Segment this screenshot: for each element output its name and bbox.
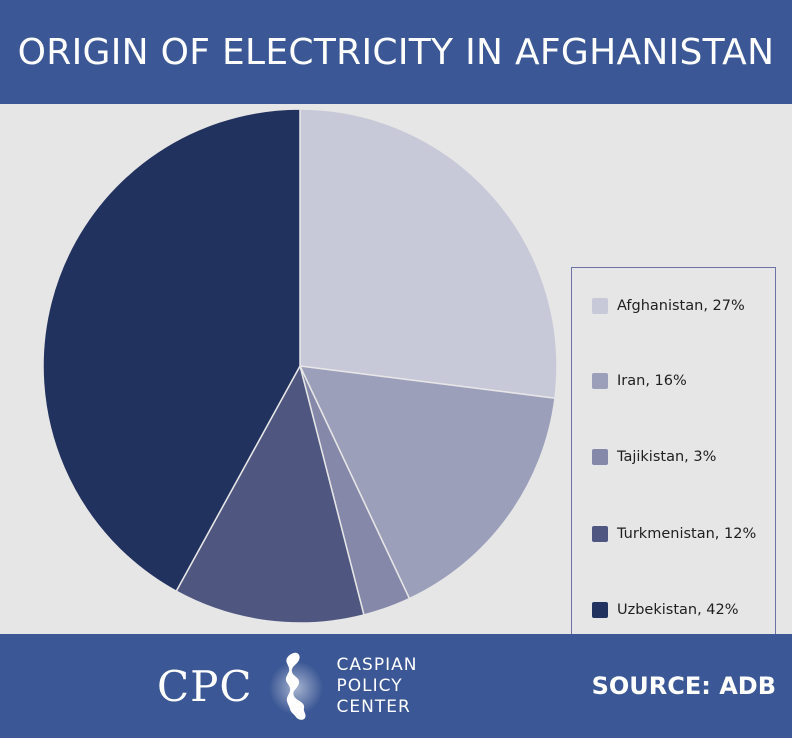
chart-area: Afghanistan, 27% Iran, 16% Tajikistan, 3… bbox=[0, 104, 792, 650]
footer-banner: CPC CASPIAN POLICY CENTER SOURCE: ADB bbox=[0, 634, 792, 738]
logo-letters: CPC bbox=[157, 661, 253, 711]
pie-slice-uzbekistan bbox=[42, 108, 301, 592]
legend-swatch bbox=[592, 298, 608, 314]
org-line-1: CASPIAN bbox=[336, 654, 418, 675]
legend-swatch bbox=[592, 526, 608, 542]
legend-label: Turkmenistan, 12% bbox=[617, 526, 757, 542]
source-label: SOURCE: ADB bbox=[591, 672, 776, 700]
pie-slice-iran bbox=[299, 365, 556, 600]
pie-chart bbox=[42, 108, 558, 624]
legend-swatch bbox=[592, 449, 608, 465]
legend-swatch bbox=[592, 602, 608, 618]
pie-slice-afghanistan bbox=[299, 108, 558, 399]
org-line-3: CENTER bbox=[336, 696, 411, 717]
org-line-2: POLICY bbox=[336, 675, 403, 696]
legend-label: Afghanistan, 27% bbox=[617, 298, 745, 314]
chart-title: ORIGIN OF ELECTRICITY IN AFGHANISTAN bbox=[17, 31, 775, 73]
legend-label: Iran, 16% bbox=[617, 373, 687, 389]
header-banner: ORIGIN OF ELECTRICITY IN AFGHANISTAN bbox=[0, 0, 792, 104]
legend: Afghanistan, 27% Iran, 16% Tajikistan, 3… bbox=[571, 267, 776, 650]
org-name: CASPIAN POLICY CENTER bbox=[337, 655, 418, 718]
cpc-logo: CPC CASPIAN POLICY CENTER bbox=[157, 650, 417, 722]
legend-item-afghanistan: Afghanistan, 27% bbox=[592, 298, 745, 314]
legend-swatch bbox=[592, 373, 608, 389]
legend-item-iran: Iran, 16% bbox=[592, 373, 687, 389]
legend-item-tajikistan: Tajikistan, 3% bbox=[592, 449, 716, 465]
caspian-sea-map-icon bbox=[268, 652, 323, 720]
legend-label: Uzbekistan, 42% bbox=[617, 602, 739, 618]
legend-label: Tajikistan, 3% bbox=[617, 449, 717, 465]
pie-slice-turkmenistan bbox=[175, 365, 365, 624]
legend-item-turkmenistan: Turkmenistan, 12% bbox=[592, 526, 756, 542]
legend-item-uzbekistan: Uzbekistan, 42% bbox=[592, 602, 739, 618]
